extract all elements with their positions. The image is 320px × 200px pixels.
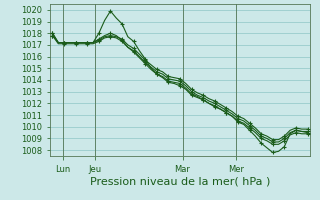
- X-axis label: Pression niveau de la mer( hPa ): Pression niveau de la mer( hPa ): [90, 177, 270, 187]
